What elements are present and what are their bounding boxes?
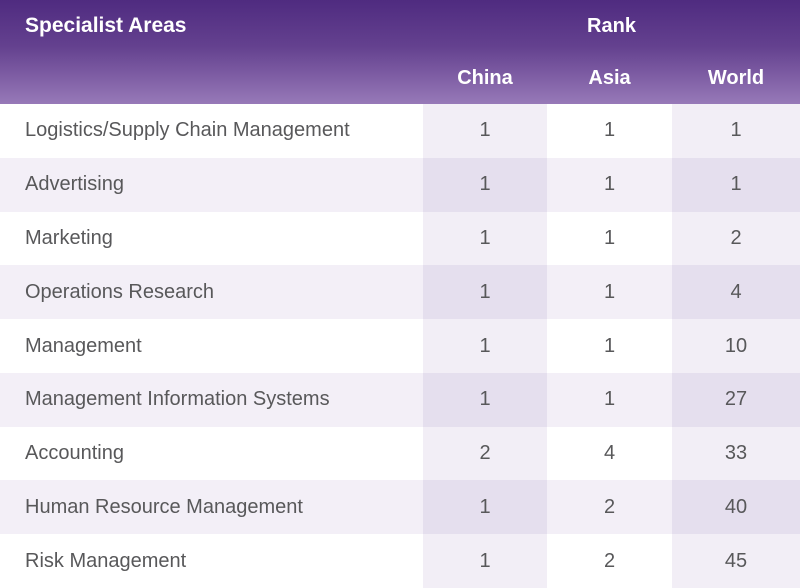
- rank-cell-asia: 1: [547, 104, 672, 158]
- column-header-china: China: [457, 66, 513, 89]
- column-header-world: World: [707, 66, 765, 89]
- table-body: Logistics/Supply Chain Management 1 1 1 …: [0, 104, 800, 588]
- area-cell: Operations Research: [0, 265, 423, 320]
- table-row: Risk Management 1 2 45: [0, 534, 800, 588]
- table-row: Human Resource Management 1 2 40: [0, 480, 800, 535]
- rank-cell-china: 1: [423, 319, 547, 373]
- rank-cell-china: 1: [423, 265, 547, 320]
- column-header-asia: Asia: [588, 66, 631, 89]
- rank-cell-world: 1: [672, 104, 800, 158]
- rank-cell-china: 1: [423, 157, 547, 212]
- rank-cell-china: 1: [423, 104, 547, 158]
- area-cell: Accounting: [0, 426, 423, 481]
- table-row: Advertising 1 1 1: [0, 157, 800, 212]
- rank-cell-asia: 2: [547, 480, 672, 535]
- rank-cell-asia: 1: [547, 319, 672, 373]
- rank-cell-world: 27: [672, 372, 800, 427]
- rank-cell-china: 1: [423, 534, 547, 588]
- rank-cell-china: 1: [423, 480, 547, 535]
- rank-cell-world: 10: [672, 319, 800, 373]
- table-row: Accounting 2 4 33: [0, 426, 800, 481]
- table-row: Management 1 1 10: [0, 319, 800, 373]
- rank-cell-china: 2: [423, 426, 547, 481]
- area-cell: Advertising: [0, 157, 423, 212]
- table-header: Specialist Areas Rank China Asia World: [0, 0, 800, 104]
- rank-cell-china: 1: [423, 211, 547, 266]
- area-cell: Marketing: [0, 211, 423, 266]
- rank-cell-asia: 1: [547, 372, 672, 427]
- rank-cell-asia: 1: [547, 211, 672, 266]
- rank-cell-world: 33: [672, 426, 800, 481]
- area-cell: Human Resource Management: [0, 480, 423, 535]
- area-cell: Logistics/Supply Chain Management: [0, 104, 423, 158]
- rank-cell-world: 2: [672, 211, 800, 266]
- rank-cell-asia: 1: [547, 157, 672, 212]
- rank-cell-world: 1: [672, 157, 800, 212]
- rank-cell-asia: 2: [547, 534, 672, 588]
- header-rank: Rank: [587, 14, 636, 37]
- table-row: Marketing 1 1 2: [0, 211, 800, 266]
- area-cell: Risk Management: [0, 534, 423, 588]
- table-row: Management Information Systems 1 1 27: [0, 372, 800, 427]
- area-cell: Management Information Systems: [0, 372, 423, 427]
- table-row: Operations Research 1 1 4: [0, 265, 800, 320]
- rank-cell-world: 40: [672, 480, 800, 535]
- rank-cell-asia: 1: [547, 265, 672, 320]
- rank-cell-asia: 4: [547, 426, 672, 481]
- table-row: Logistics/Supply Chain Management 1 1 1: [0, 104, 800, 158]
- area-cell: Management: [0, 319, 423, 373]
- rank-cell-world: 4: [672, 265, 800, 320]
- rank-cell-world: 45: [672, 534, 800, 588]
- header-specialist-areas: Specialist Areas: [25, 14, 187, 37]
- rank-cell-china: 1: [423, 372, 547, 427]
